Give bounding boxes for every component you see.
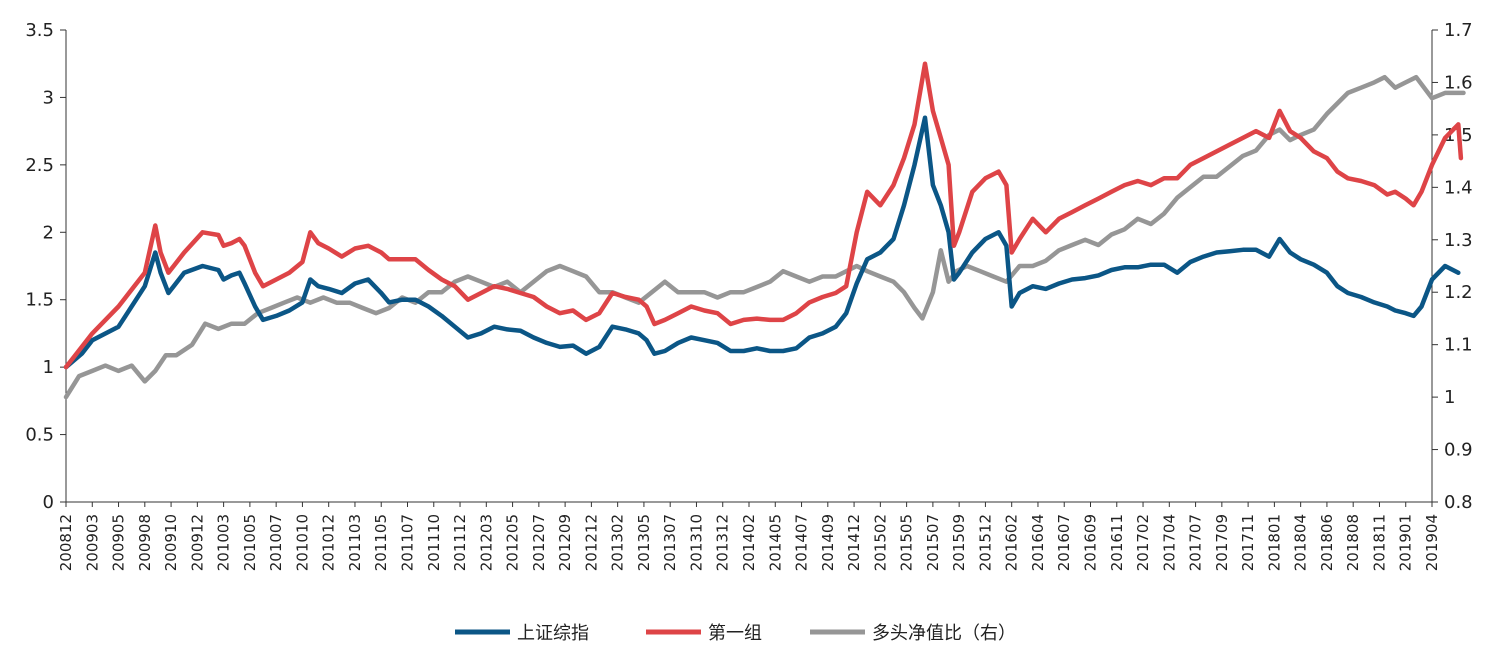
x-tick-label: 201808 [1344, 514, 1362, 571]
x-tick-label: 201412 [845, 514, 863, 571]
y-left-tick-label: 2 [43, 222, 54, 243]
series-layer [63, 61, 1466, 400]
legend-label: 多头净值比（右） [872, 623, 1016, 644]
x-tick-label: 201307 [661, 514, 679, 571]
x-tick-label: 201509 [950, 514, 968, 571]
x-tick-label: 201801 [1265, 514, 1283, 571]
legend-item-long-nav-ratio: 多头净值比（右） [810, 623, 1016, 644]
x-tick-label: 201804 [1292, 514, 1310, 571]
x-tick-label: 201305 [635, 514, 653, 571]
x-tick-label: 201409 [819, 514, 837, 571]
x-tick-label: 201103 [346, 514, 364, 571]
x-tick-label: 201407 [793, 514, 811, 571]
y-left-tick-label: 0.5 [25, 425, 54, 446]
y-right-tick-label: 1.3 [1444, 230, 1473, 251]
x-tick-label: 201611 [1108, 514, 1126, 571]
y-left-tick-label: 0 [43, 492, 54, 513]
y-left-tick-label: 2.5 [25, 155, 54, 176]
x-tick-label: 201709 [1213, 514, 1231, 571]
x-tick-label: 201901 [1397, 514, 1415, 571]
legend-label: 第一组 [708, 623, 762, 644]
y-right-tick-label: 1.2 [1444, 282, 1473, 303]
legend-item-group-one: 第一组 [646, 623, 762, 644]
x-tick-label: 201207 [530, 514, 548, 571]
y-left-tick-label: 1.5 [25, 290, 54, 311]
series-line-0 [63, 115, 1461, 370]
x-tick-label: 201702 [1134, 514, 1152, 571]
y-right-tick-label: 1.1 [1444, 335, 1473, 356]
x-tick-label: 201502 [871, 514, 889, 571]
legend: 上证综指 第一组 多头净值比（右） [455, 623, 1016, 644]
x-tick-label: 201609 [1082, 514, 1100, 571]
x-tick-label: 201005 [241, 514, 259, 571]
y-right-tick-label: 1.4 [1444, 177, 1473, 198]
x-tick-label: 201302 [609, 514, 627, 571]
x-tick-label: 200910 [162, 514, 180, 571]
x-tick-label: 201310 [687, 514, 705, 571]
x-tick-label: 201110 [425, 514, 443, 571]
y-left-tick-label: 3 [43, 87, 54, 108]
x-tick-label: 200903 [83, 514, 101, 571]
x-tick-label: 200912 [188, 514, 206, 571]
x-tick-label: 201012 [320, 514, 338, 571]
x-tick-label: 201806 [1318, 514, 1336, 571]
y-left-tick-label: 1 [43, 357, 54, 378]
x-tick-label: 201405 [766, 514, 784, 571]
y-left-tick-label: 3.5 [25, 20, 54, 41]
series-line-2 [63, 74, 1466, 400]
x-tick-label: 201512 [976, 514, 994, 571]
x-tick-label: 200812 [57, 514, 75, 571]
x-tick-label: 201205 [504, 514, 522, 571]
x-tick-label: 201003 [215, 514, 233, 571]
x-tick-label: 201811 [1370, 514, 1388, 571]
x-axis: 200812 200903 200905 200908 200910 200912 2010… [57, 501, 1441, 571]
x-tick-label: 201711 [1239, 514, 1257, 571]
x-tick-label: 201007 [267, 514, 285, 571]
x-tick-label: 201402 [740, 514, 758, 571]
x-tick-label: 201105 [372, 514, 390, 571]
x-tick-label: 201904 [1423, 514, 1441, 571]
y-right-tick-label: 1 [1444, 387, 1455, 408]
x-tick-label: 201209 [556, 514, 574, 571]
x-tick-label: 201505 [898, 514, 916, 571]
x-tick-label: 201112 [451, 514, 469, 571]
x-tick-label: 201707 [1187, 514, 1205, 571]
x-tick-label: 200905 [110, 514, 128, 571]
x-tick-label: 201604 [1029, 514, 1047, 571]
y-right-tick-label: 0.8 [1444, 492, 1473, 513]
x-tick-label: 201107 [399, 514, 417, 571]
y-axis-left: 0 0.5 1 1.5 2 2.5 3 3.5 [25, 20, 67, 513]
x-tick-label: 201312 [714, 514, 732, 571]
legend-item-shanghai-composite: 上证综指 [455, 623, 589, 644]
y-right-tick-label: 0.9 [1444, 440, 1473, 461]
x-tick-label: 201212 [582, 514, 600, 571]
y-right-tick-label: 1.7 [1444, 20, 1473, 41]
x-tick-label: 201602 [1003, 514, 1021, 571]
x-tick-label: 201507 [924, 514, 942, 571]
legend-label: 上证综指 [517, 623, 589, 644]
x-tick-label: 201010 [293, 514, 311, 571]
x-tick-label: 201203 [477, 514, 495, 571]
x-tick-label: 200908 [136, 514, 154, 571]
x-tick-label: 201607 [1055, 514, 1073, 571]
series-line-1 [63, 61, 1464, 370]
y-right-tick-label: 1.6 [1444, 72, 1473, 93]
x-tick-label: 201704 [1160, 514, 1178, 571]
